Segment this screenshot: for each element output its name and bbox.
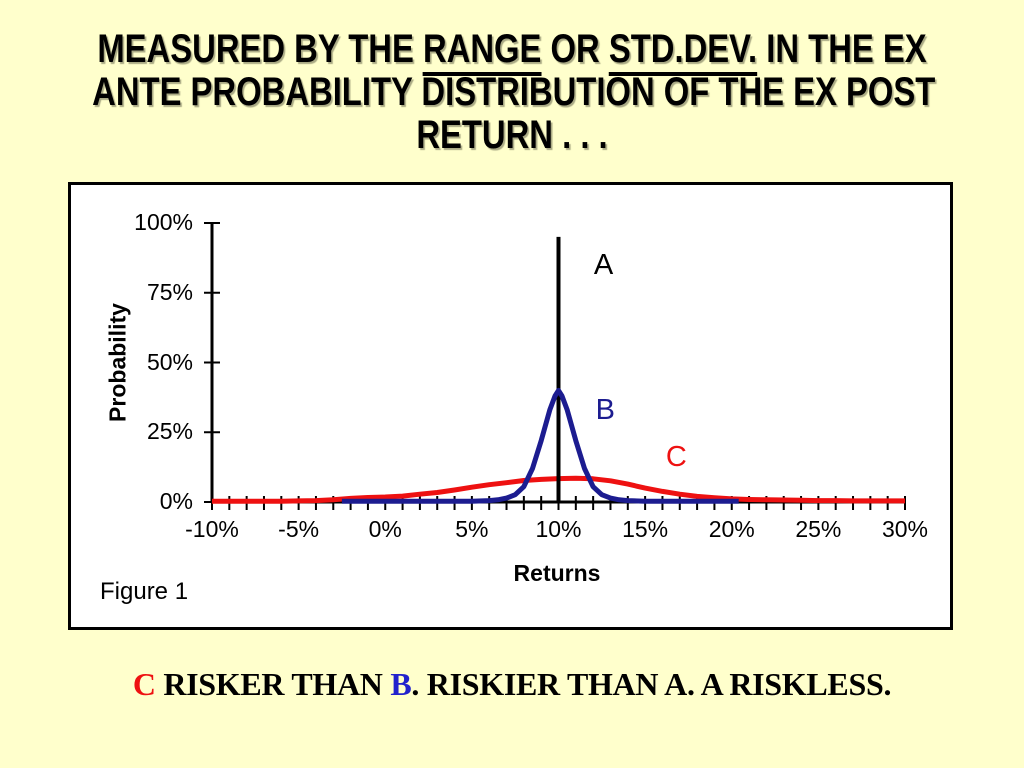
title-text-1: MEASURED BY THE bbox=[97, 27, 423, 71]
y-tick-label: 50% bbox=[146, 348, 193, 375]
conclusion-text: C RISKER THAN B. RISKIER THAN A. A RISKL… bbox=[0, 666, 1024, 703]
title-line-1: MEASURED BY THE RANGE OR STD.DEV. IN THE… bbox=[92, 27, 932, 76]
title-text-2: OR bbox=[541, 27, 609, 71]
slide-title: MEASURED BY THE RANGE OR STD.DEV. IN THE… bbox=[0, 27, 1024, 157]
x-tick-label: 5% bbox=[455, 516, 489, 542]
title-text-3: IN THE EX bbox=[757, 27, 927, 71]
y-tick-label: 0% bbox=[159, 488, 193, 514]
x-tick-label: 30% bbox=[881, 516, 929, 542]
x-tick-label: 10% bbox=[535, 516, 582, 542]
series-B-line bbox=[341, 387, 739, 504]
title-underlined-stddev: STD.DEV. bbox=[608, 27, 758, 76]
x-tick-label: 0% bbox=[368, 516, 402, 542]
title-underlined-range: RANGE bbox=[422, 27, 542, 76]
title-line-2: ANTE PROBABILITY DISTRIBUTION OF THE EX … bbox=[92, 70, 936, 114]
y-tick-label: 75% bbox=[146, 278, 193, 305]
series-label-b: B bbox=[595, 393, 615, 426]
series-label-c: C bbox=[665, 441, 687, 474]
x-tick-label: 20% bbox=[708, 516, 755, 542]
y-tick-label: 25% bbox=[146, 418, 193, 445]
footer-text-2: . RISKIER THAN A. A RISKLESS. bbox=[411, 666, 892, 702]
y-tick-label: 100% bbox=[134, 209, 193, 235]
series-label-a: A bbox=[593, 248, 614, 281]
figure-caption: Figure 1 bbox=[100, 578, 189, 605]
footer-b-letter: B bbox=[390, 666, 412, 702]
plot-svg bbox=[204, 222, 906, 510]
footer-text-1: RISKER THAN bbox=[155, 666, 391, 702]
x-tick-label: 25% bbox=[795, 516, 842, 542]
title-line-3: RETURN . . . bbox=[416, 113, 608, 157]
figure-1-chart: Probability Returns Figure 1 -10% -5% 0% 5%… bbox=[68, 182, 953, 630]
x-axis-title: Returns bbox=[513, 560, 601, 586]
x-tick-label: 15% bbox=[622, 516, 669, 542]
footer-c-letter: C bbox=[132, 666, 156, 702]
x-tick-label: -5% bbox=[278, 516, 320, 542]
x-tick-label: -10% bbox=[185, 516, 239, 542]
